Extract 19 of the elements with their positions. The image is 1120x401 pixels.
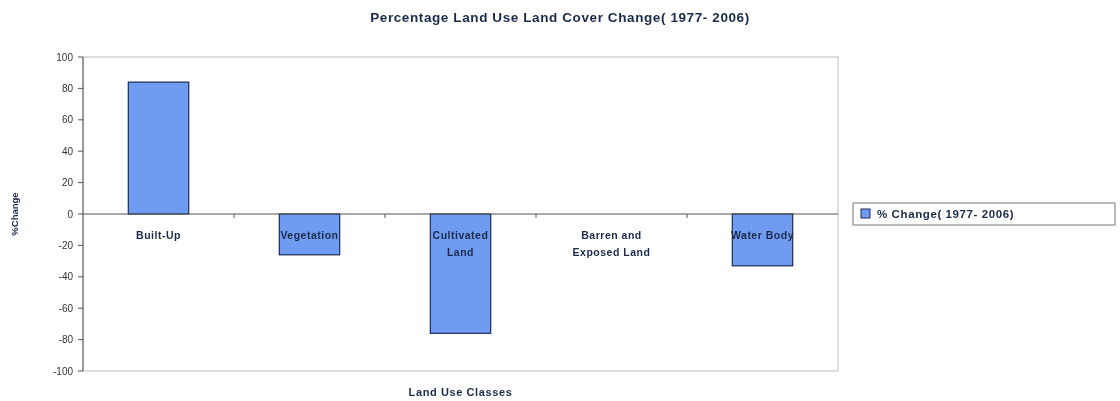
y-tick-label: 60 xyxy=(61,114,74,126)
x-tick-label: Built-Up xyxy=(136,229,181,241)
y-tick-label: 20 xyxy=(61,177,74,189)
x-tick-label: Barren and Exposed Land xyxy=(572,229,651,258)
y-tick-label: -20 xyxy=(58,239,74,251)
x-tick-label: Cultivated Land xyxy=(432,229,489,258)
y-tick-label: -60 xyxy=(58,302,74,314)
x-tick-label: Vegetation xyxy=(280,229,339,241)
y-tick-label: 0 xyxy=(67,208,74,220)
chart-title: Percentage Land Use Land Cover Change( 1977- 2006) xyxy=(370,10,750,25)
y-tick-label: -100 xyxy=(52,365,74,377)
y-tick-label: -40 xyxy=(58,271,74,283)
y-tick-label: 100 xyxy=(56,51,74,63)
y-axis-title: %Change xyxy=(9,192,20,236)
y-tick-label: 40 xyxy=(61,145,74,157)
legend-label: % Change( 1977- 2006) xyxy=(877,208,1015,221)
y-tick-label: -80 xyxy=(58,334,74,346)
y-tick-label: 80 xyxy=(61,82,74,94)
x-axis-title: Land Use Classes xyxy=(408,386,513,398)
